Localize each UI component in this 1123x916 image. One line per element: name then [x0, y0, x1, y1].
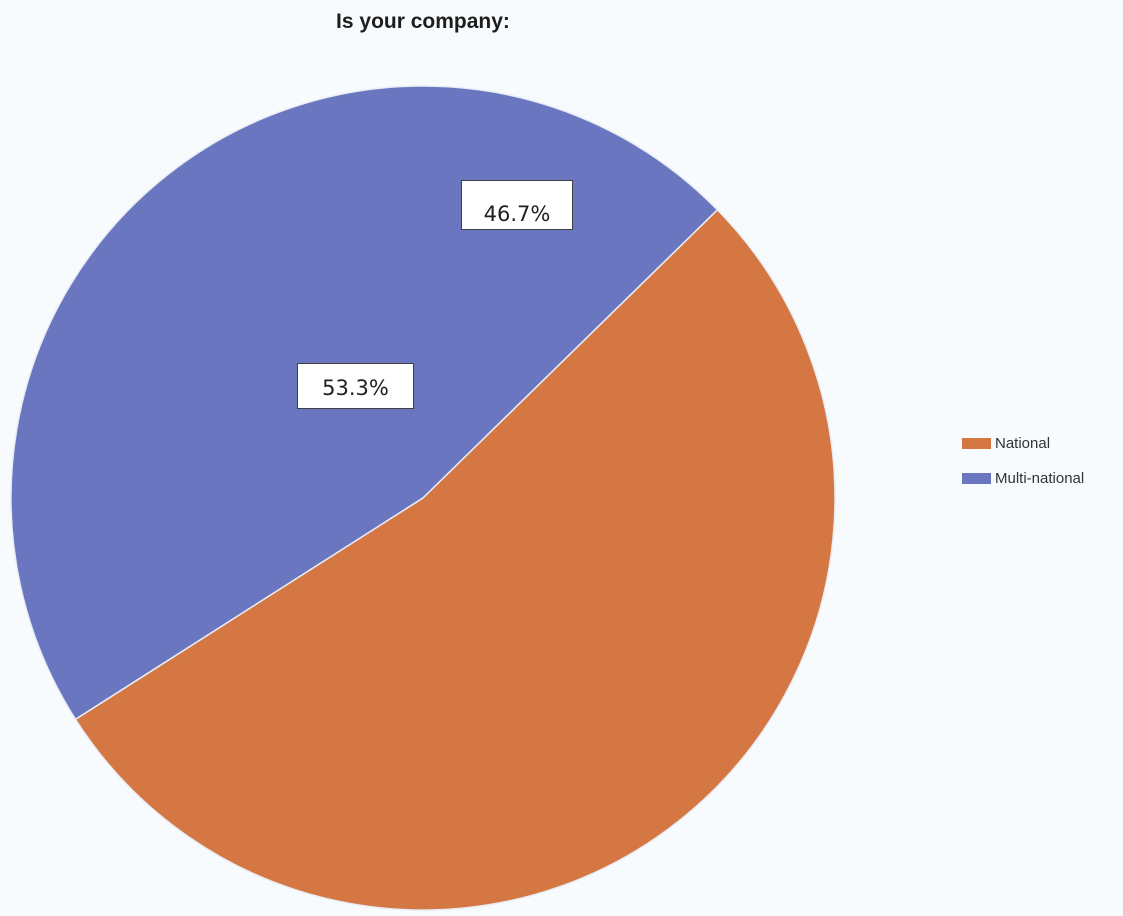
data-label-multi-national: 46.7%	[461, 180, 573, 230]
legend-swatch-national	[962, 438, 991, 449]
legend-item-multi-national: Multi-national	[962, 469, 1084, 488]
legend-item-national: National	[962, 434, 1084, 453]
chart-title: Is your company:	[336, 10, 510, 33]
pie-slice-national	[74, 208, 836, 911]
legend-label-national: National	[995, 435, 1051, 452]
legend-label-multi-national: Multi-national	[995, 470, 1085, 487]
legend-swatch-multi-national	[962, 473, 991, 484]
legend: National Multi-national	[962, 434, 1084, 504]
data-label-national: 53.3%	[297, 363, 414, 409]
